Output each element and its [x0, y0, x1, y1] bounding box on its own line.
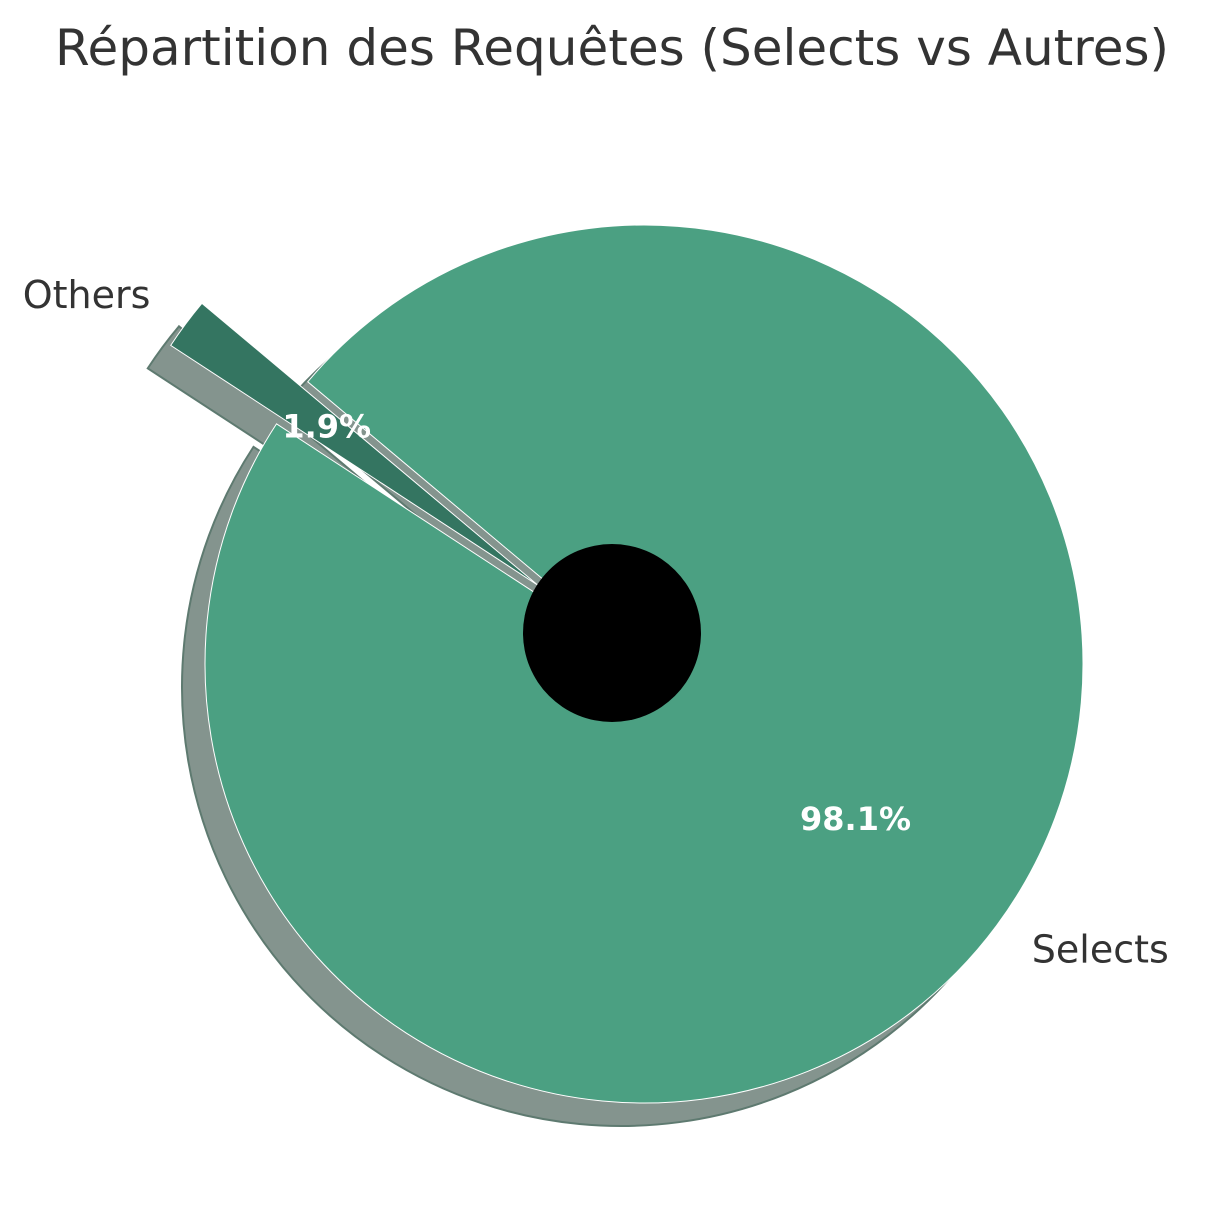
slice-percent-selects: 98.1% — [800, 800, 911, 838]
pie-slice-others — [170, 302, 539, 586]
slice-label-others: Others — [23, 273, 151, 317]
slice-label-selects: Selects — [1032, 927, 1169, 971]
chart-title: Répartition des Requêtes (Selects vs Aut… — [55, 19, 1169, 77]
pie-center-circle — [523, 544, 701, 722]
pie-labels: Others 1.9% Selects 98.1% — [23, 273, 1169, 971]
slice-percent-others: 1.9% — [282, 408, 371, 446]
